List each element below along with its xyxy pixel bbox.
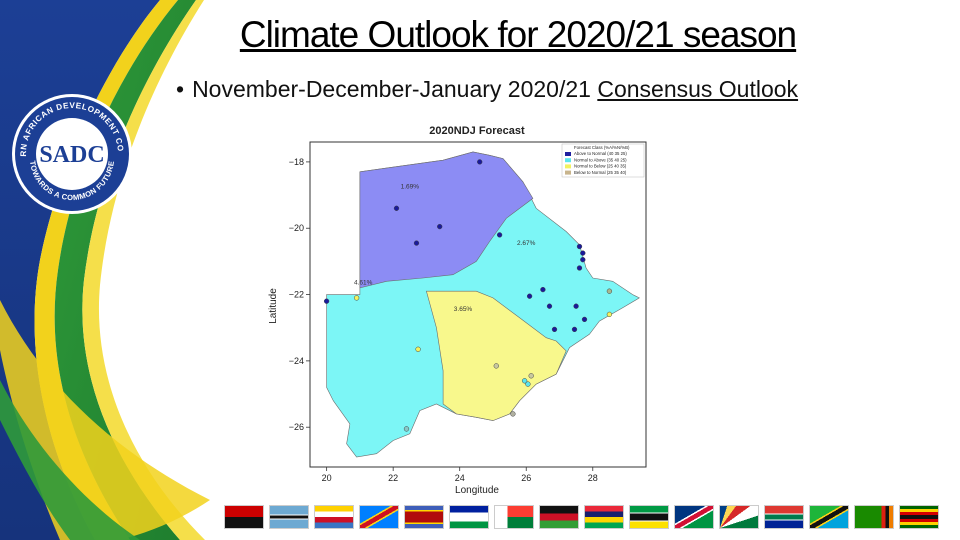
station-point [415,346,421,352]
namibia-flag [674,505,714,529]
station-point [573,303,579,309]
forecast-map: 2020NDJ Forecast 1.69% 2.67% 4.61% 3.65% 20… [268,125,647,496]
station-point [576,265,583,271]
legend-swatch [565,158,571,163]
legend-entry: Below to Normal (25 35 40) [574,170,627,175]
map-title: 2020NDJ Forecast [429,125,525,137]
logo-center-text: SADC [39,142,104,168]
station-point [546,303,553,309]
x-tick-label: 20 [322,473,332,483]
zone-label: 2.67% [517,240,536,247]
station-point [580,250,586,256]
stations [323,159,613,432]
station-point [540,286,546,293]
legend-swatch [565,164,571,169]
zone-label: 3.65% [454,306,473,313]
axis-ticks: 20 22 24 26 28 −18 −20 −22 −24 −26 [289,157,598,483]
station-point [323,298,330,304]
station-point [477,159,483,165]
zone-label: 4.61% [354,280,373,287]
station-point [393,205,400,211]
station-point [493,363,499,369]
y-tick-label: −26 [289,422,304,432]
station-point [551,326,558,333]
member-flags [224,505,946,530]
legend-swatch [565,152,571,156]
zone-above-normal [359,151,534,289]
sadc-logo: SOUTHERN AFRICAN DEVELOPMENT COMMUNITY T… [10,92,132,214]
lesotho-flag [449,505,489,529]
slide-title: Climate Outlook for 2020/21 season [239,14,797,55]
forecast-zones [326,151,640,458]
zone-label: 1.69% [401,183,420,190]
legend-box [561,143,645,178]
comoros-flag [314,505,354,529]
subtitle-underlined: Consensus Outlook [597,76,799,102]
x-tick-label: 22 [388,473,398,483]
y-tick-label: −24 [289,356,304,366]
station-point [526,293,533,299]
station-point [521,378,528,384]
subtitle-text: November-December-January 2020/21 [192,76,598,102]
x-tick-label: 24 [455,473,465,483]
station-point [413,240,420,246]
angola-flag [224,505,264,529]
station-point [353,295,360,301]
legend-entry: Above to Normal (40 35 25) [574,151,627,156]
x-tick-label: 26 [521,473,531,483]
mozambique-flag [629,505,669,529]
mauritius-flag [584,505,624,529]
station-point [528,373,534,379]
station-point [576,243,583,250]
station-point [571,326,578,333]
legend-entry: Forecast Class (%A/%N/%B) [574,145,630,150]
zone-normal-below [426,290,567,421]
zambia-flag [854,505,894,529]
zone-labels: 1.69% 2.67% 4.61% 3.65% [354,183,536,313]
slide-subtitle: • November-December-January 2020/21 Conse… [176,76,798,103]
station-point [581,316,588,323]
station-point [403,426,410,432]
x-axis-label: Longitude [455,485,499,496]
y-axis-label: Latitude [268,288,279,324]
y-tick-label: −18 [289,157,304,167]
bullet-glyph: • [176,76,185,102]
seychelles-flag [719,505,759,529]
y-tick-label: −22 [289,290,304,300]
legend-entry: Normal to Above (35 40 25) [574,157,627,162]
eswatini-flag [404,505,444,529]
station-point [496,232,503,238]
malawi-flag [539,505,579,529]
legend-swatch [565,170,571,175]
botswana-flag [269,505,309,529]
x-tick-label: 28 [588,473,598,483]
south-africa-flag [764,505,804,529]
map-legend: Forecast Class (%A/%N/%B)Above to Normal… [561,143,645,178]
zimbabwe-flag [899,505,939,529]
y-tick-label: −20 [289,223,304,233]
station-point [580,257,586,263]
drc-flag [359,505,399,529]
station-point [606,311,613,318]
station-point [606,288,613,294]
madagascar-flag [494,505,534,529]
station-point [510,411,516,417]
tanzania-flag [809,505,849,529]
station-point [525,381,531,387]
station-point [437,223,443,230]
legend-entry: Normal to Below (25 40 35) [574,164,627,169]
